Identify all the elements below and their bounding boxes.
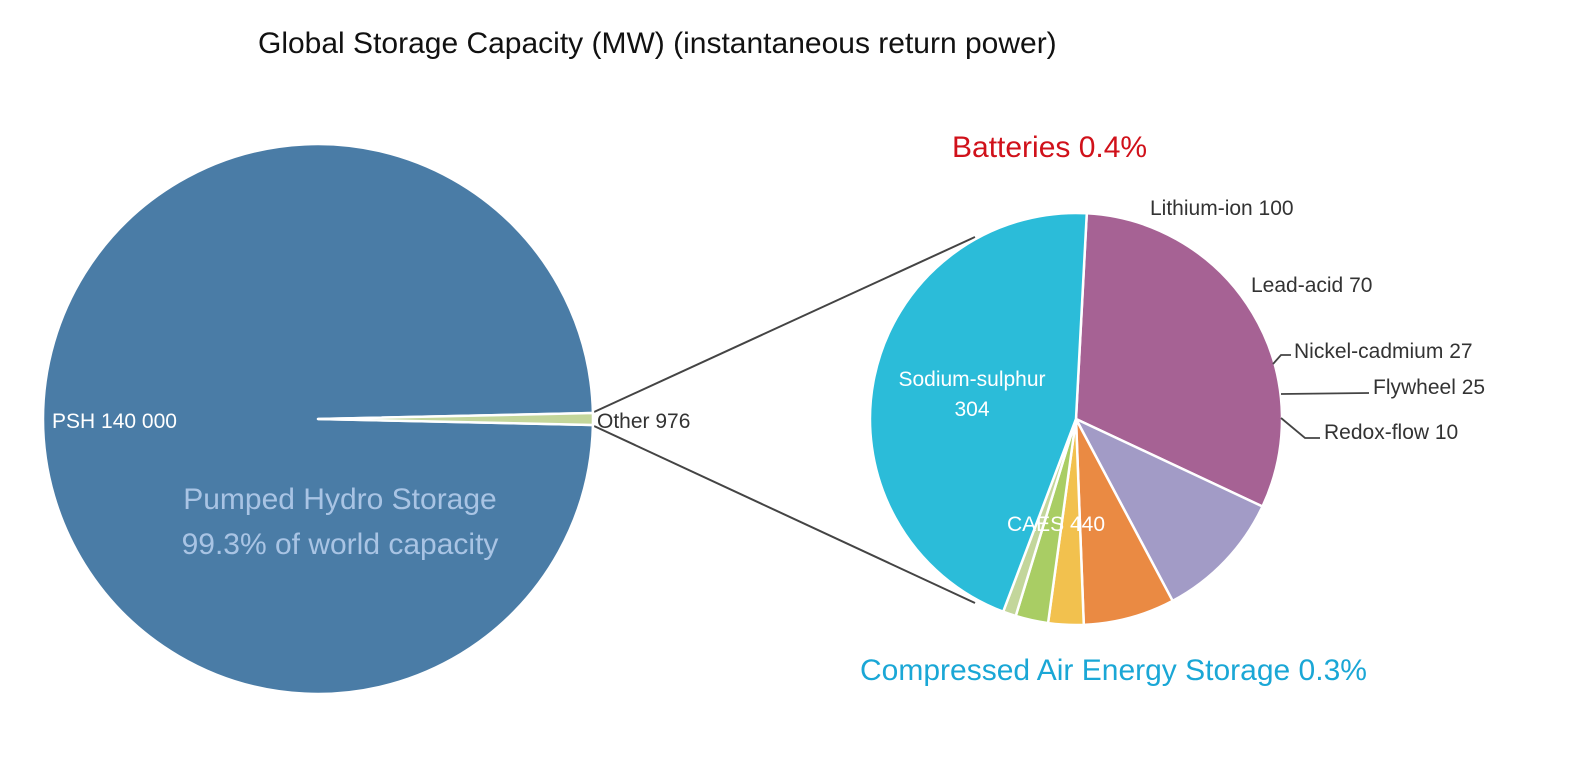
slice-label-nickel-cadmium: Nickel-cadmium 27 <box>1294 340 1473 363</box>
slice-label-caes: CAES 440 <box>1007 513 1105 536</box>
slice-value-sodium-sulphur: 304 <box>954 398 989 421</box>
psh-annotation-line1: Pumped Hydro Storage <box>183 483 497 516</box>
batteries-annotation: Batteries 0.4% <box>952 131 1147 164</box>
chart-title: Global Storage Capacity (MW) (instantane… <box>258 27 1057 60</box>
slice-label-other: Other 976 <box>597 410 690 433</box>
pie-global-capacity <box>41 142 595 696</box>
pie-right-lithium-ion-slice <box>1074 417 1264 603</box>
pie-left-psh-slice <box>41 142 595 696</box>
leader-nickel-cadmium <box>1272 354 1291 365</box>
label-leader-lines <box>1272 354 1370 439</box>
connector-line-top <box>593 236 976 413</box>
psh-annotation-line2: 99.3% of world capacity <box>182 528 499 561</box>
slice-label-lithium-ion: Lithium-ion 100 <box>1150 197 1294 220</box>
caes-annotation: Compressed Air Energy Storage 0.3% <box>860 654 1367 687</box>
pie-other-breakdown <box>868 211 1284 627</box>
slice-label-lead-acid: Lead-acid 70 <box>1251 274 1372 297</box>
connector-lines <box>593 236 976 604</box>
pie-right-caes-slice <box>868 211 1089 613</box>
leader-flywheel <box>1280 392 1370 395</box>
slice-label-redox-flow: Redox-flow 10 <box>1324 421 1458 444</box>
slice-label-flywheel: Flywheel 25 <box>1373 376 1485 399</box>
slice-label-sodium-sulphur: Sodium-sulphur <box>898 368 1045 391</box>
pie-left-other-slice <box>316 411 595 427</box>
connector-line-bottom <box>593 425 976 604</box>
pie-right-sodium-sulphur-slice <box>1074 212 1284 508</box>
leader-redox-flow <box>1280 417 1320 439</box>
slice-label-psh: PSH 140 000 <box>52 410 177 433</box>
